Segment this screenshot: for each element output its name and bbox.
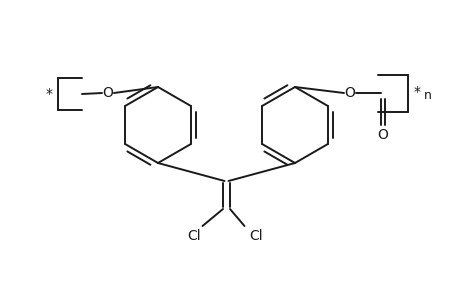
Text: Cl: Cl <box>187 229 201 243</box>
Text: n: n <box>423 89 431 102</box>
Text: O: O <box>377 128 387 142</box>
Text: O: O <box>102 86 113 100</box>
Text: *: * <box>45 87 52 101</box>
Text: *: * <box>413 85 420 98</box>
Text: Cl: Cl <box>249 229 263 243</box>
Text: O: O <box>344 86 355 100</box>
